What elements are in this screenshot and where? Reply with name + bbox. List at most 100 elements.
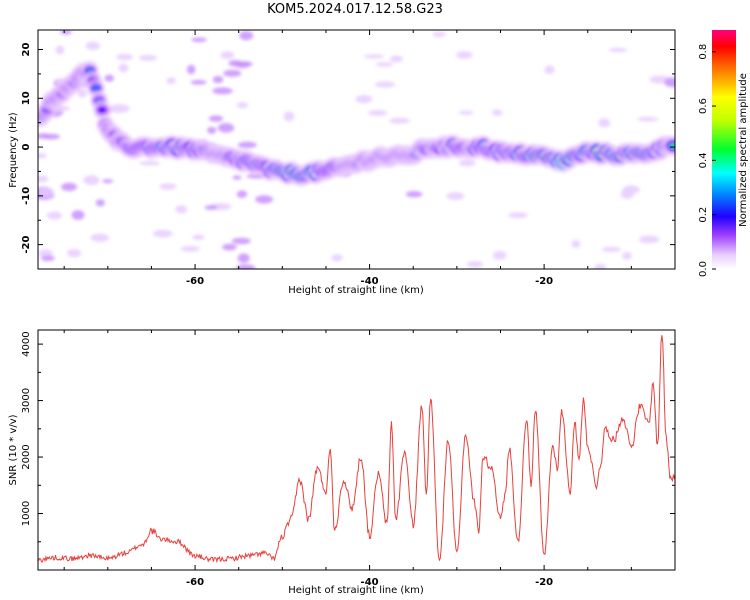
spectrogram-y-tick-label: -10 — [21, 187, 32, 205]
noise-blob — [77, 88, 88, 98]
noise-blob — [598, 118, 611, 128]
noise-blob — [220, 51, 235, 60]
noise-blob — [67, 248, 82, 258]
noise-blob — [432, 31, 446, 38]
spectrogram-y-axis-label: Frequency (Hz) — [8, 112, 19, 188]
spectrogram-panel: -60 -40 -20 -20 -10 0 10 20 Height of straight … — [8, 29, 676, 296]
noise-blob — [608, 47, 628, 53]
noise-blob — [355, 94, 373, 104]
snr-x-tick-label: -40 — [361, 577, 379, 588]
colorbar-tick-label: 0.0 — [698, 261, 709, 277]
spectrogram-x-tick-label: -60 — [186, 276, 204, 287]
noise-blob — [368, 110, 388, 116]
noise-blob — [544, 65, 555, 75]
noise-blob — [191, 37, 207, 43]
noise-blob — [116, 53, 133, 61]
spectrogram-y-tick-label: 10 — [21, 91, 32, 105]
noise-blob — [186, 64, 196, 75]
noise-blob — [237, 141, 257, 149]
colorbar-gradient — [712, 30, 736, 269]
snr-y-tick-label: 4000 — [21, 331, 32, 356]
noise-blob — [637, 116, 659, 122]
noise-blob — [212, 87, 233, 95]
noise-blob — [204, 205, 218, 210]
noise-blob — [389, 117, 410, 124]
noise-blob — [118, 63, 129, 73]
noise-blob — [389, 55, 403, 63]
noise-blob — [638, 235, 660, 244]
noise-blob — [594, 263, 607, 269]
spectrogram-y-tick-label: 20 — [21, 43, 32, 57]
noise-blob — [255, 195, 274, 204]
noise-blob — [38, 175, 49, 183]
noise-blob — [38, 152, 48, 159]
noise-blob — [104, 74, 115, 82]
noise-blob — [622, 185, 640, 195]
noise-blob — [102, 179, 114, 184]
noise-blob — [38, 188, 54, 197]
noise-blob — [83, 175, 100, 186]
noise-blob — [236, 264, 256, 269]
noise-blob — [40, 255, 55, 262]
noise-blob — [38, 249, 53, 258]
spectrogram-ticks: -60 -40 -20 -20 -10 0 10 20 — [21, 30, 676, 287]
snr-y-axis-label: SNR (10 * v/v) — [8, 414, 19, 485]
noise-blob — [231, 237, 251, 245]
noise-blob — [363, 54, 385, 59]
noise-blob — [456, 51, 473, 59]
noise-blob — [222, 243, 237, 251]
noise-blob — [180, 245, 200, 252]
snr-panel: -60 -40 -20 1000 2000 3000 4000 Height of stra… — [8, 329, 676, 596]
snr-plot-area — [38, 330, 675, 570]
noise-blob — [208, 115, 224, 122]
noise-blob — [90, 233, 110, 242]
noise-blob — [492, 250, 507, 260]
noise-blob — [405, 191, 423, 198]
spectrogram-frame — [37, 29, 676, 270]
colorbar: 0.0 0.2 0.4 0.6 0.8 Normalized spectral ampl… — [698, 30, 749, 277]
noise-blob — [166, 77, 176, 85]
noise-blob — [234, 61, 250, 69]
noise-blob — [239, 30, 254, 41]
noise-blob — [152, 229, 173, 238]
figure-title: KOM5.2024.017.12.58.G23 — [267, 2, 443, 17]
noise-blob — [571, 239, 581, 249]
spectrogram-y-tick-label: 0 — [21, 144, 32, 151]
noise-blob — [508, 212, 528, 219]
snr-x-tick-label: -60 — [186, 577, 204, 588]
noise-blob — [622, 251, 632, 260]
noise-blob — [85, 41, 101, 51]
colorbar-ticks: 0.0 0.2 0.4 0.6 0.8 — [698, 44, 716, 277]
heatmap-blobs — [38, 30, 675, 269]
noise-blob — [212, 75, 224, 84]
noise-blob — [60, 30, 72, 35]
noise-blob — [138, 54, 158, 61]
noise-blob — [192, 234, 205, 241]
colorbar-tick-label: 0.4 — [698, 152, 709, 168]
spectrogram-x-axis-label: Height of straight line (km) — [288, 285, 424, 296]
noise-blob — [232, 175, 242, 180]
spectrogram-heatmap — [38, 30, 675, 269]
snr-y-tick-label: 3000 — [21, 388, 32, 413]
noise-blob — [664, 77, 675, 88]
snr-x-tick-label: -20 — [535, 577, 553, 588]
noise-blob — [446, 192, 465, 201]
snr-ticks: -60 -40 -20 1000 2000 3000 4000 — [21, 330, 676, 588]
noise-blob — [331, 254, 343, 262]
snr-y-tick-label: 2000 — [21, 444, 32, 469]
spectrogram-x-tick-label: -20 — [535, 276, 553, 287]
noise-blob — [139, 160, 161, 166]
noise-blob — [207, 126, 217, 134]
snr-series-line — [38, 335, 675, 564]
noise-blob — [458, 159, 476, 167]
noise-blob — [71, 210, 85, 220]
spectrogram-x-tick-label: -40 — [361, 276, 379, 287]
noise-blob — [61, 182, 78, 192]
noise-blob — [38, 133, 51, 139]
noise-blob — [159, 183, 177, 190]
noise-blob — [190, 79, 207, 85]
colorbar-tick-label: 0.6 — [698, 98, 709, 114]
noise-blob — [47, 211, 63, 220]
colorbar-label: Normalized spectral amplitude — [738, 73, 749, 227]
